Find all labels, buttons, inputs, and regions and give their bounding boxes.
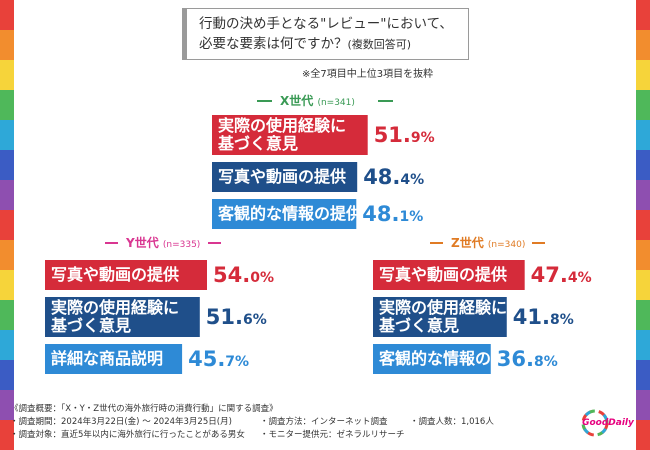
stripe-segment: [0, 240, 14, 270]
stripe-segment: [0, 0, 14, 30]
stripe-segment: [0, 180, 14, 210]
stripe-segment: [636, 330, 650, 360]
stripe-segment: [0, 330, 14, 360]
group-title: Z世代: [451, 236, 488, 250]
bar: [212, 115, 368, 155]
logo-text: GoodDaily: [582, 418, 634, 428]
value-label: 47.4%: [531, 263, 592, 290]
bar: [45, 260, 207, 290]
stripe-segment: [636, 120, 650, 150]
stripe-segment: [636, 0, 650, 30]
value-decimal: 8%: [549, 312, 574, 328]
title-box: 行動の決め手となる"レビュー"において、 必要な要素は何ですか？(複数回答可): [182, 8, 469, 60]
rainbow-stripe-left: [0, 0, 14, 450]
title-line-2: 必要な要素は何ですか？: [199, 36, 348, 52]
extract-note: ※全7項目中上位3項目を抜粋: [302, 69, 434, 80]
value-decimal: 1%: [399, 209, 424, 225]
value-main: 48.: [363, 165, 401, 189]
value-main: 51.: [205, 305, 243, 329]
stripe-segment: [636, 90, 650, 120]
bar: [373, 260, 525, 290]
footer-method: ・調査方法：インターネット調査: [260, 417, 388, 427]
title-line-1: 行動の決め手となる"レビュー"において、: [199, 16, 453, 32]
group-heading: X世代 (n=341): [280, 92, 355, 109]
brand-logo: GoodDaily: [578, 405, 638, 441]
stripe-segment: [636, 420, 650, 450]
value-main: 47.: [530, 263, 568, 287]
group-sample-size: (n=335): [162, 240, 201, 250]
value-label: 48.4%: [363, 165, 424, 192]
title-line-2-row: 必要な要素は何ですか？(複数回答可): [199, 34, 468, 55]
stripe-segment: [0, 150, 14, 180]
stripe-segment: [0, 300, 14, 330]
stripe-segment: [636, 30, 650, 60]
stripe-segment: [636, 360, 650, 390]
value-decimal: 6%: [243, 312, 267, 328]
value-main: 48.: [362, 202, 400, 226]
group-title: Y世代: [126, 236, 163, 250]
group-heading: Z世代 (n=340): [451, 234, 525, 251]
value-label: 51.6%: [206, 305, 267, 332]
stripe-segment: [636, 210, 650, 240]
value-label: 48.1%: [362, 202, 423, 229]
bar: [45, 344, 183, 374]
group-heading: Y世代 (n=335): [126, 234, 200, 251]
footer-period: ・調査期間：2024年3月22日(金) 〜 2024年3月25日(月): [10, 417, 232, 427]
value-decimal: 4%: [567, 270, 592, 286]
survey-footer: 《調査概要：「X・Y・Z世代の海外旅行時の消費行動」に関する調査》 ・調査期間：…: [10, 403, 570, 442]
footer-row-2: ・調査対象：直近5年以内に海外旅行に行ったことがある男女 ・モニター提供元：ゼネ…: [10, 429, 570, 442]
value-main: 45.: [188, 347, 226, 371]
stripe-segment: [0, 30, 14, 60]
bar: [212, 162, 358, 192]
footer-summary: 《調査概要：「X・Y・Z世代の海外旅行時の消費行動」に関する調査》: [10, 404, 278, 414]
stripe-segment: [636, 270, 650, 300]
stripe-segment: [636, 150, 650, 180]
value-main: 36.: [496, 347, 534, 371]
logo-ring-icon: [581, 409, 609, 437]
title-suffix: (複数回答可): [347, 38, 412, 51]
stripe-segment: [0, 60, 14, 90]
bar: [373, 344, 491, 374]
stripe-segment: [0, 390, 14, 420]
value-decimal: 7%: [225, 354, 250, 370]
value-label: 45.7%: [188, 347, 249, 374]
value-decimal: 8%: [533, 354, 558, 370]
footer-count: ・調査人数：1,016人: [410, 417, 494, 427]
stripe-segment: [0, 120, 14, 150]
footer-target: ・調査対象：直近5年以内に海外旅行に行ったことがある男女: [10, 430, 245, 440]
value-main: 41.: [512, 305, 550, 329]
stripe-segment: [0, 360, 14, 390]
value-decimal: 0%: [250, 270, 274, 286]
value-label: 36.8%: [497, 347, 558, 374]
stripe-segment: [636, 390, 650, 420]
value-label: 51.9%: [374, 123, 435, 150]
stripe-segment: [0, 270, 14, 300]
value-label: 54.0%: [213, 263, 274, 290]
bar: [373, 297, 507, 337]
stripe-segment: [0, 420, 14, 450]
bar: [212, 199, 357, 229]
stripe-segment: [636, 300, 650, 330]
value-decimal: 9%: [410, 130, 435, 146]
value-decimal: 4%: [400, 172, 425, 188]
footer-row-1: ・調査期間：2024年3月22日(金) 〜 2024年3月25日(月) ・調査方…: [10, 416, 570, 429]
group-sample-size: (n=341): [317, 98, 355, 108]
stripe-segment: [636, 180, 650, 210]
value-label: 41.8%: [513, 305, 574, 332]
group-title: X世代: [280, 94, 318, 108]
stripe-segment: [0, 90, 14, 120]
rainbow-stripe-right: [636, 0, 650, 450]
value-main: 51.: [373, 123, 411, 147]
footer-provider: ・モニター提供元：ゼネラルリサーチ: [260, 430, 405, 440]
stripe-segment: [636, 240, 650, 270]
stripe-segment: [0, 210, 14, 240]
group-sample-size: (n=340): [487, 240, 526, 250]
value-main: 54.: [213, 263, 251, 287]
bar: [45, 297, 200, 337]
stripe-segment: [636, 60, 650, 90]
